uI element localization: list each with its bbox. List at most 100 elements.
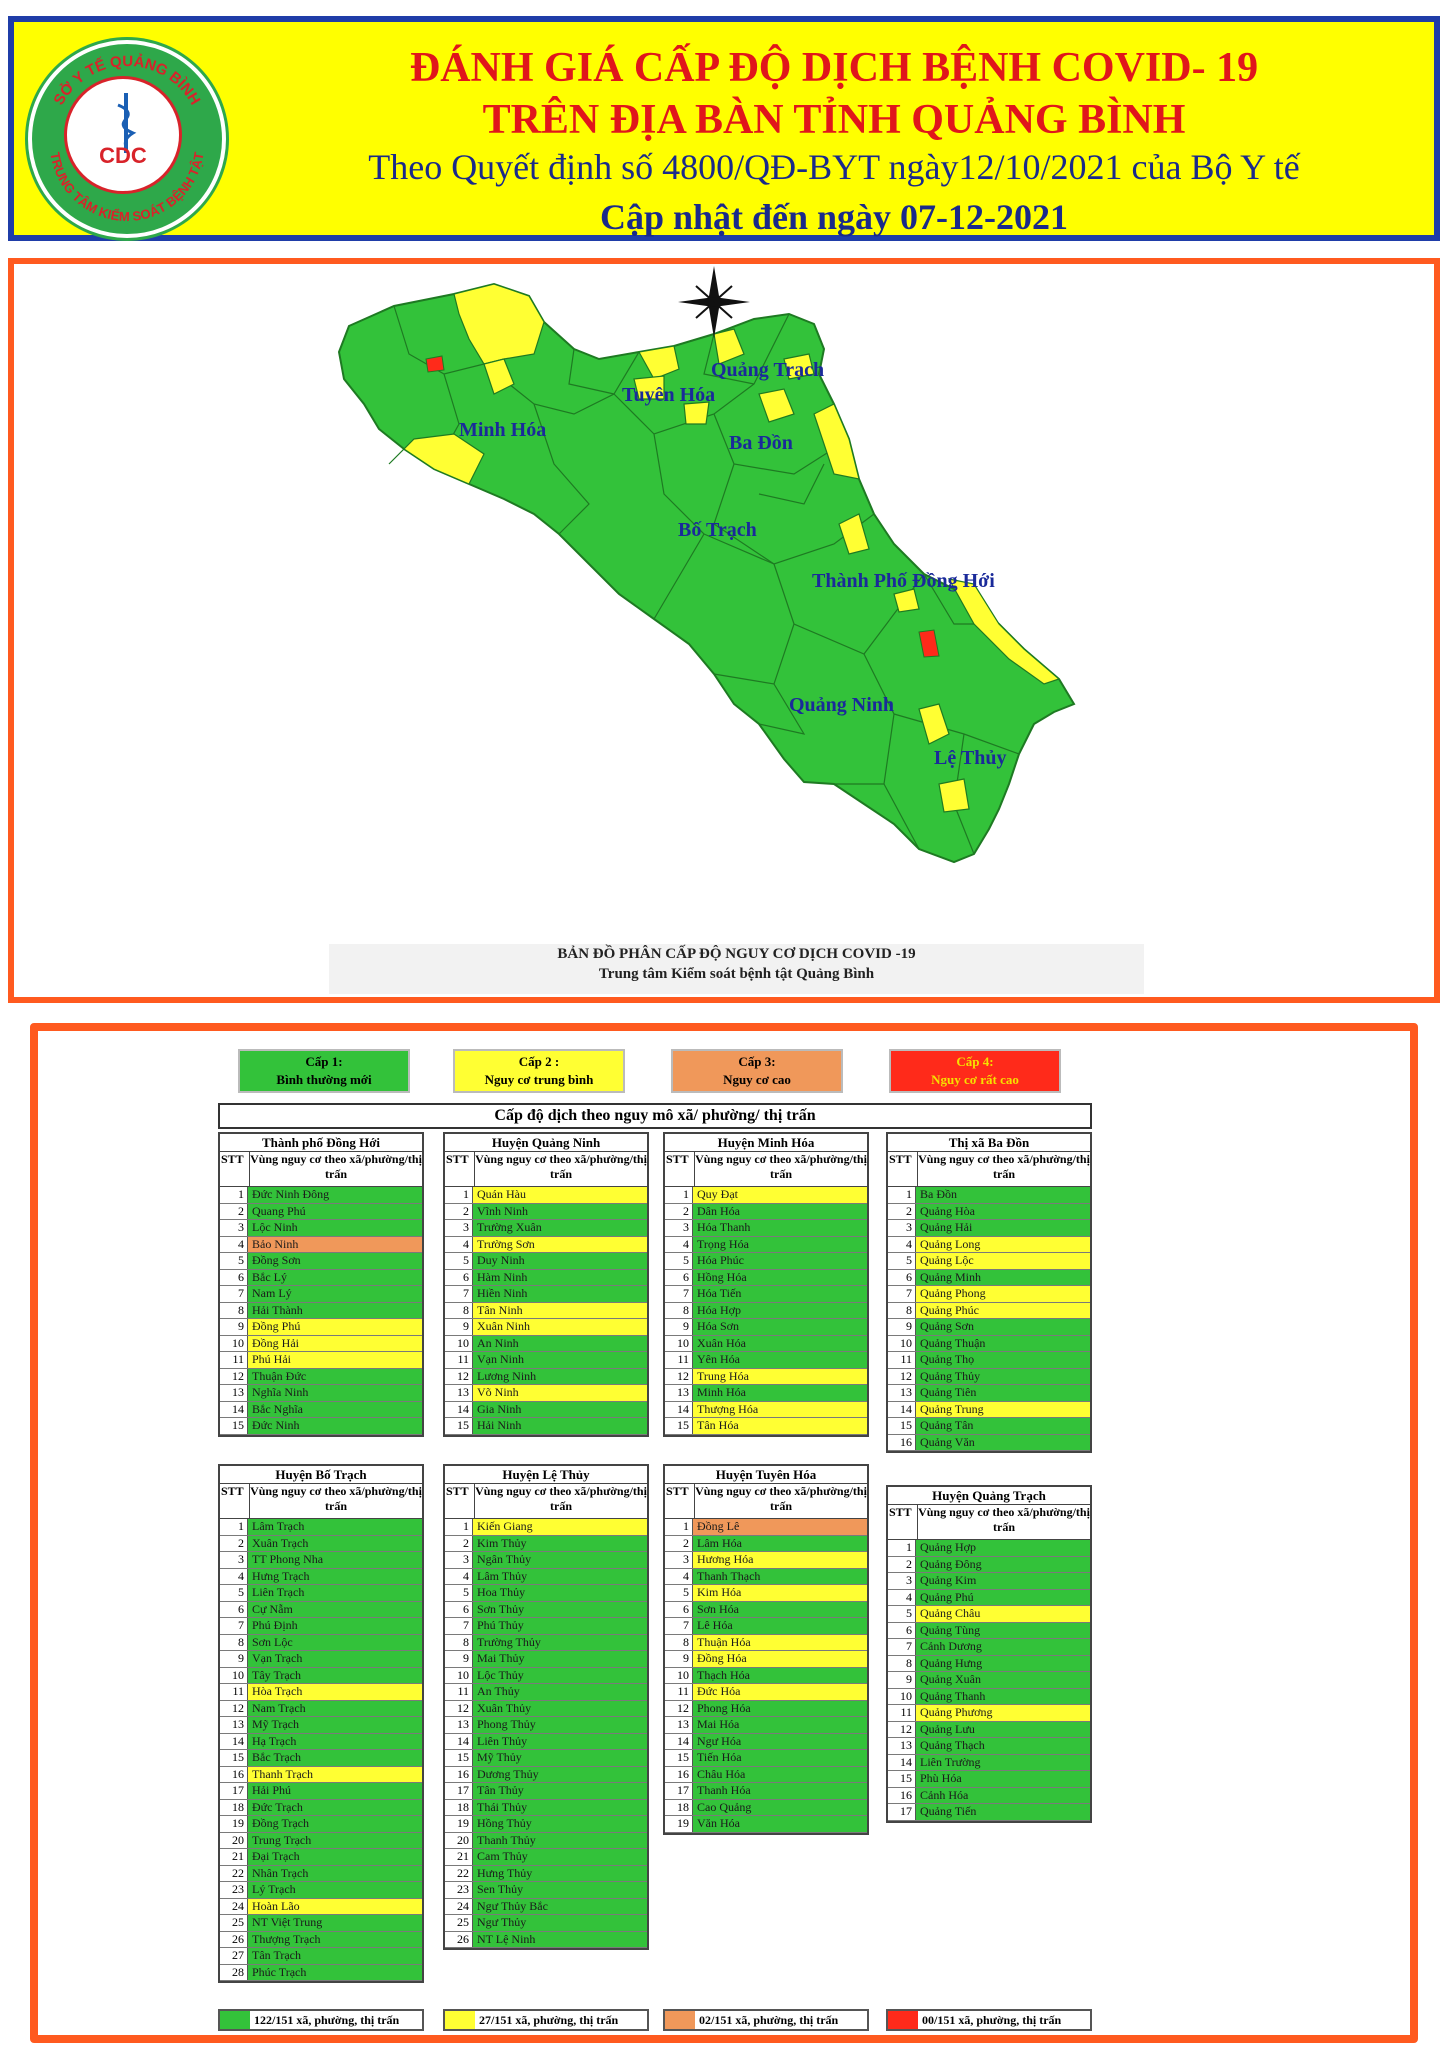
col-name: Vùng nguy cơ theo xã/phường/thị trấn [475, 1152, 647, 1181]
row-number: 1 [220, 1187, 248, 1203]
table-row: 1 Ba Đồn [888, 1187, 1090, 1204]
commune-name: Nam Trạch [248, 1700, 422, 1716]
table-row: 1 Đồng Lê [665, 1519, 867, 1536]
commune-name: Hải Phú [248, 1783, 422, 1799]
commune-name: Vạn Ninh [473, 1352, 647, 1368]
row-number: 10 [220, 1335, 248, 1351]
commune-name: Thanh Thủy [473, 1832, 647, 1848]
commune-name: Quang Phú [248, 1203, 422, 1219]
col-stt: STT [445, 1484, 475, 1518]
district-name: Huyện Bố Trạch [220, 1466, 422, 1484]
row-number: 23 [445, 1882, 473, 1898]
district-table: Thị xã Ba Đồn STT Vùng nguy cơ theo xã/phư… [886, 1132, 1092, 1453]
row-number: 11 [665, 1684, 693, 1700]
commune-name: Mai Thủy [473, 1651, 647, 1667]
table-row: 25 NT Việt Trung [220, 1915, 422, 1932]
row-number: 1 [888, 1540, 916, 1556]
district-table: Huyện Bố Trạch STT Vùng nguy cơ theo xã/ph… [218, 1464, 424, 1983]
commune-name: Quảng Phú [916, 1589, 1090, 1605]
commune-name: Đồng Sơn [248, 1253, 422, 1269]
legend-desc: Bình thường mới [276, 1072, 372, 1087]
row-number: 8 [888, 1655, 916, 1671]
row-number: 12 [445, 1368, 473, 1384]
row-number: 6 [220, 1269, 248, 1285]
col-name: Vùng nguy cơ theo xã/phường/thị trấn [475, 1484, 647, 1513]
row-number: 17 [445, 1783, 473, 1799]
row-number: 3 [665, 1220, 693, 1236]
row-number: 1 [220, 1519, 248, 1535]
row-number: 8 [888, 1302, 916, 1318]
commune-name: Đồng Hóa [693, 1651, 867, 1667]
table-row: 18 Thái Thủy [445, 1799, 647, 1816]
commune-name: Lương Ninh [473, 1368, 647, 1384]
commune-name: Nam Lý [248, 1286, 422, 1302]
commune-name: Đồng Lê [693, 1519, 867, 1535]
row-number: 24 [445, 1898, 473, 1914]
table-row: 12 Quảng Thủy [888, 1368, 1090, 1385]
summary-swatch [220, 2011, 250, 2029]
table-row: 17 Thanh Hóa [665, 1783, 867, 1800]
table-row: 16 Cảnh Hóa [888, 1787, 1090, 1804]
table-row: 13 Võ Ninh [445, 1385, 647, 1402]
table-row: 17 Tân Thủy [445, 1783, 647, 1800]
red-areas [425, 355, 940, 658]
label-quang-ninh: Quảng Ninh [789, 694, 895, 716]
row-number: 16 [888, 1434, 916, 1450]
table-row: 24 Hoàn Lão [220, 1898, 422, 1915]
row-number: 6 [445, 1269, 473, 1285]
row-number: 15 [888, 1418, 916, 1434]
table-row: 4 Trường Sơn [445, 1236, 647, 1253]
table-row: 3 Quảng Hải [888, 1220, 1090, 1237]
district-table: Huyện Lệ Thủy STT Vùng nguy cơ theo xã/phư… [443, 1464, 649, 1950]
district-table: Huyện Quảng Ninh STT Vùng nguy cơ theo xã/… [443, 1132, 649, 1437]
legend-desc: Nguy cơ cao [723, 1072, 791, 1087]
commune-name: Hóa Phúc [693, 1253, 867, 1269]
table-row: 16 Quảng Văn [888, 1434, 1090, 1451]
row-number: 9 [665, 1651, 693, 1667]
commune-name: Lâm Trạch [248, 1519, 422, 1535]
table-row: 6 Hàm Ninh [445, 1269, 647, 1286]
table-row: 8 Sơn Lộc [220, 1634, 422, 1651]
table-row: 4 Quảng Long [888, 1236, 1090, 1253]
row-number: 14 [445, 1401, 473, 1417]
row-number: 18 [445, 1799, 473, 1815]
table-row: 8 Thuận Hóa [665, 1634, 867, 1651]
table-row: 19 Văn Hóa [665, 1816, 867, 1833]
table-row: 21 Đại Trạch [220, 1849, 422, 1866]
table-row: 11 Vạn Ninh [445, 1352, 647, 1369]
commune-name: Quảng Sơn [916, 1319, 1090, 1335]
row-number: 9 [445, 1319, 473, 1335]
col-name: Vùng nguy cơ theo xã/phường/thị trấn [918, 1505, 1090, 1534]
commune-name: Xuân Thủy [473, 1700, 647, 1716]
commune-name: Quảng Xuân [916, 1672, 1090, 1688]
table-row: 19 Đồng Trạch [220, 1816, 422, 1833]
commune-name: Trung Hóa [693, 1368, 867, 1384]
commune-name: Đồng Trạch [248, 1816, 422, 1832]
legend-title: Cấp 3: [738, 1054, 776, 1069]
summary-level-4: 00/151 xã, phường, thị trấn [886, 2009, 1092, 2031]
commune-name: Bắc Trạch [248, 1750, 422, 1766]
commune-name: Sơn Hóa [693, 1601, 867, 1617]
commune-name: Liên Thủy [473, 1733, 647, 1749]
commune-name: Đồng Phú [248, 1319, 422, 1335]
row-number: 11 [220, 1684, 248, 1700]
commune-name: Quảng Hưng [916, 1655, 1090, 1671]
row-number: 2 [220, 1535, 248, 1551]
commune-name: Quảng Thọ [916, 1352, 1090, 1368]
legend-level-2: Cấp 2 : Nguy cơ trung bình [453, 1049, 625, 1093]
row-number: 1 [888, 1187, 916, 1203]
commune-name: Hạ Trạch [248, 1733, 422, 1749]
legend-level-3: Cấp 3: Nguy cơ cao [671, 1049, 843, 1093]
table-row: 9 Xuân Ninh [445, 1319, 647, 1336]
table-row: 9 Đồng Phú [220, 1319, 422, 1336]
table-header: STT Vùng nguy cơ theo xã/phường/thị trấn [220, 1152, 422, 1187]
legend-title: Cấp 2 : [518, 1054, 560, 1069]
row-number: 25 [220, 1915, 248, 1931]
district-name: Thành phố Đồng Hới [220, 1134, 422, 1152]
row-number: 25 [445, 1915, 473, 1931]
table-row: 9 Vạn Trạch [220, 1651, 422, 1668]
row-number: 18 [665, 1799, 693, 1815]
col-stt: STT [888, 1505, 918, 1539]
row-number: 5 [445, 1253, 473, 1269]
table-row: 2 Dân Hóa [665, 1203, 867, 1220]
